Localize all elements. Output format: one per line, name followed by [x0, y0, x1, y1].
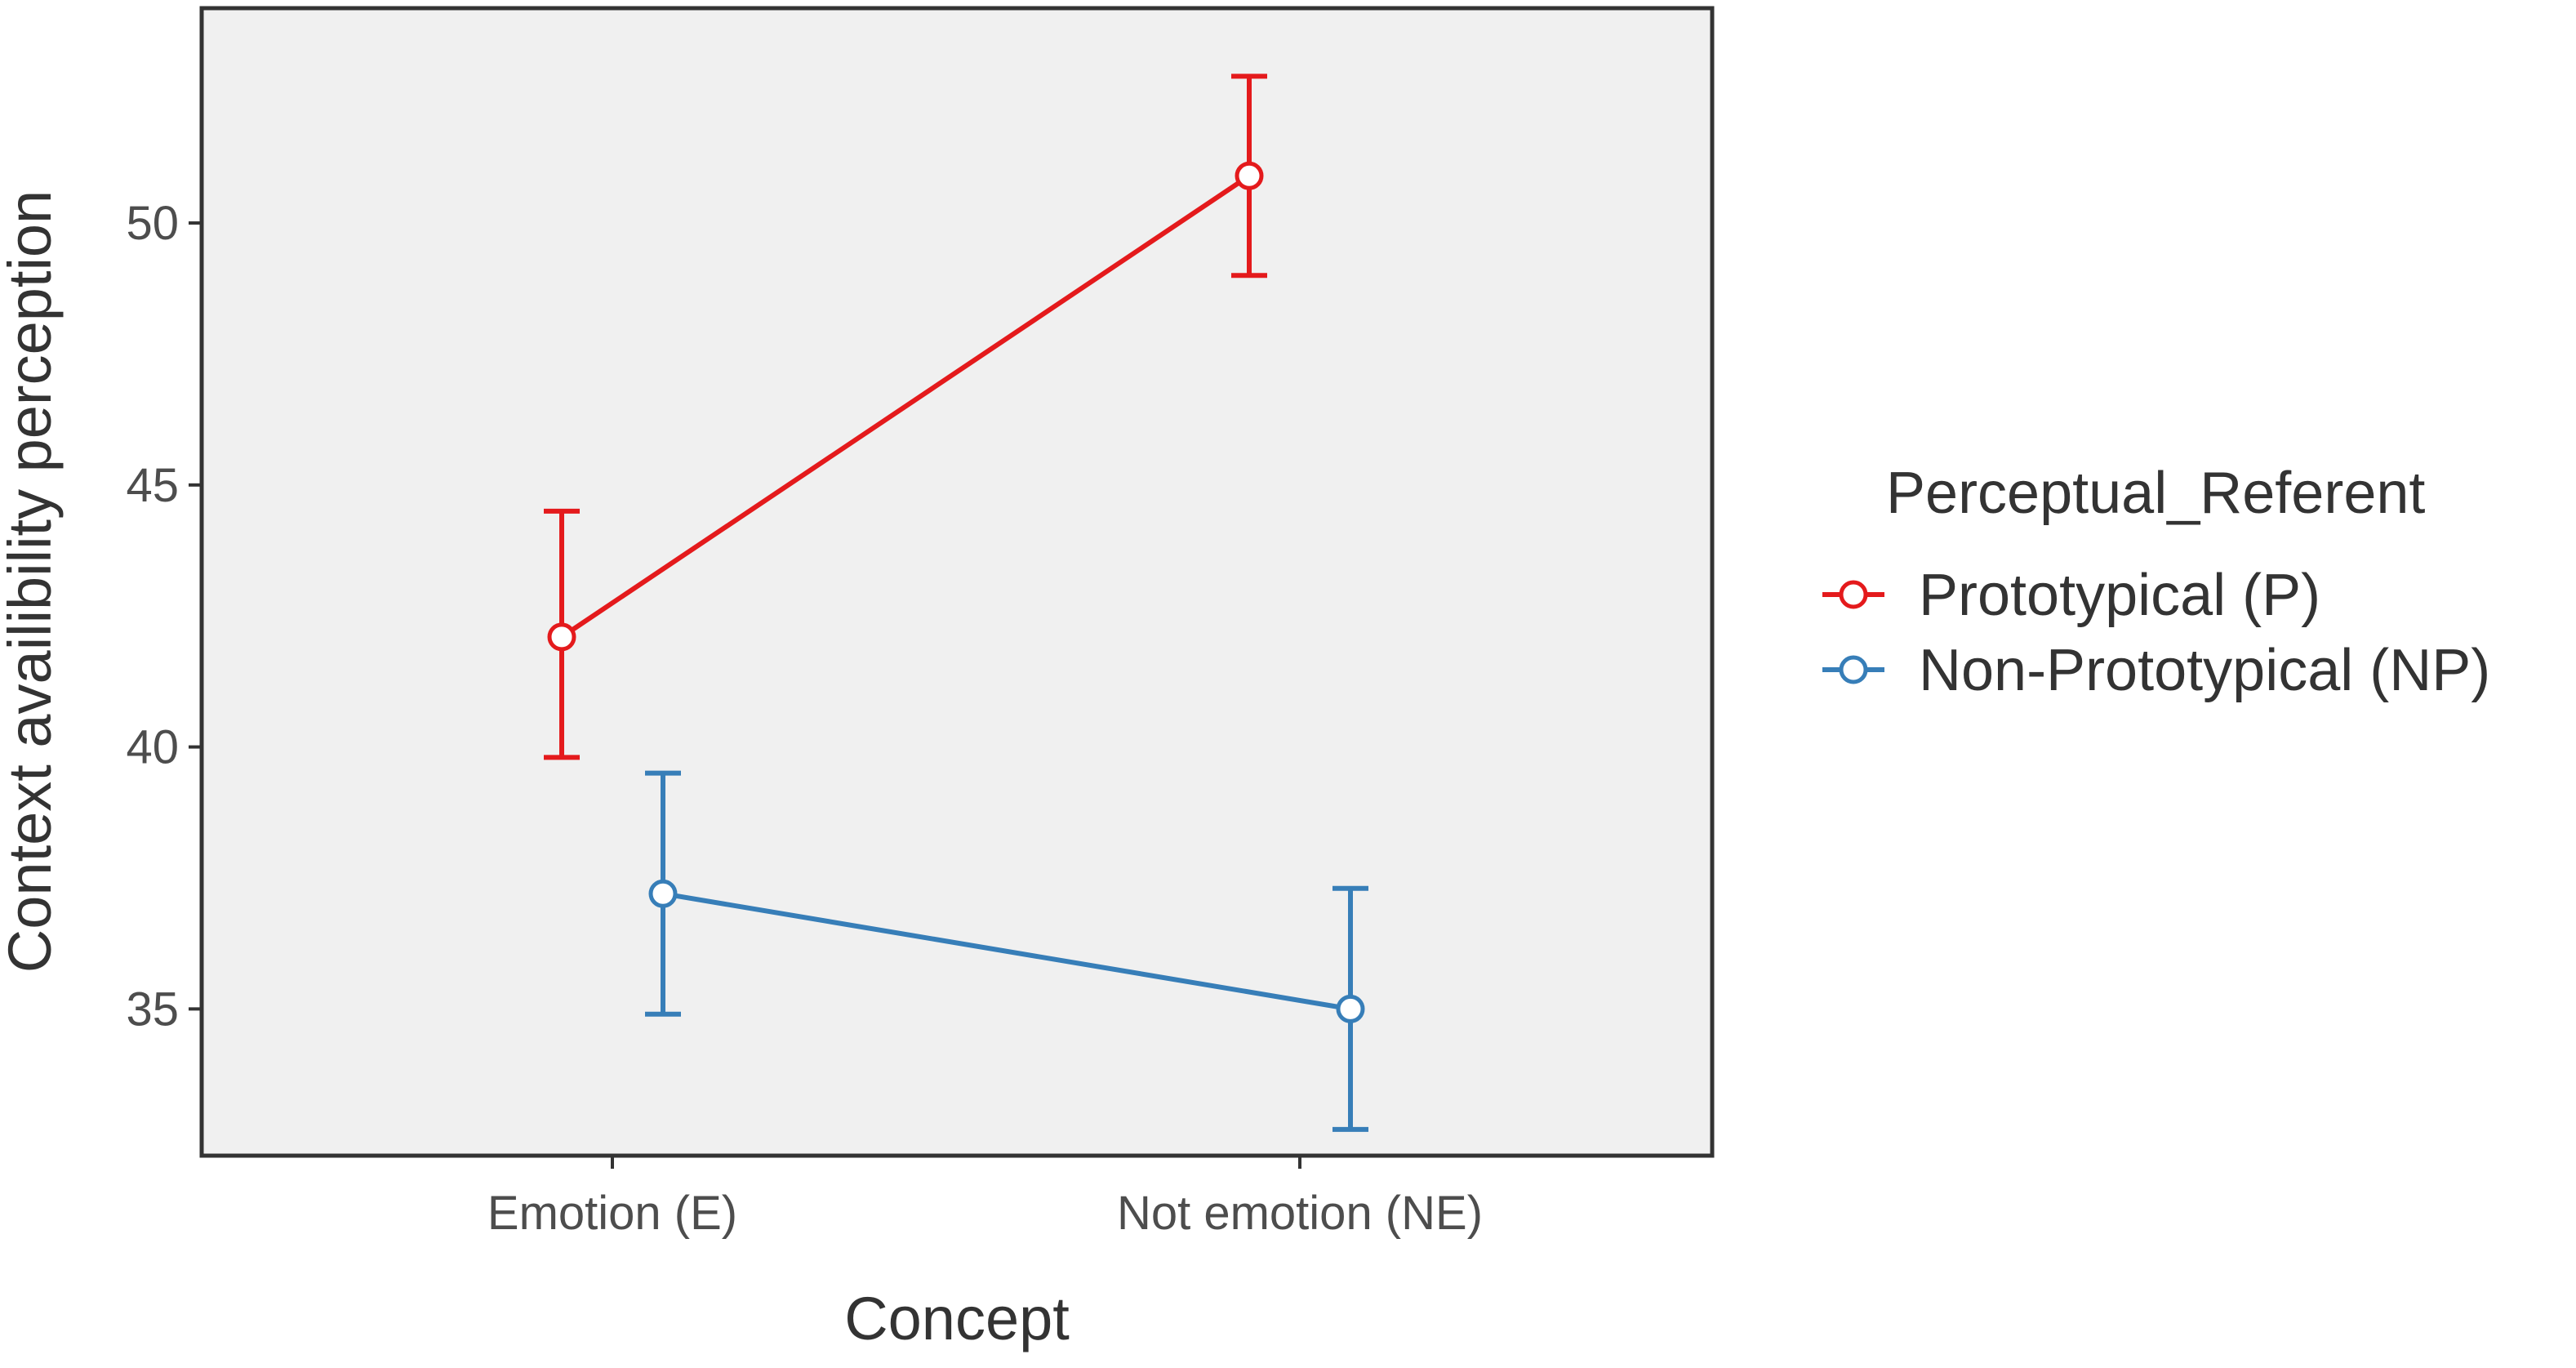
data-point	[648, 879, 678, 908]
legend-item: Prototypical (P)	[1822, 563, 2320, 628]
y-axis-title: Context availibility perception	[0, 190, 64, 973]
legend-title: Perceptual_Referent	[1886, 461, 2425, 526]
data-point	[1235, 161, 1264, 190]
plot-panel	[199, 6, 1715, 1158]
y-axis: 35 40 45 50	[126, 197, 202, 1036]
legend-item: Non-Prototypical (NP)	[1822, 638, 2490, 703]
series-line	[662, 891, 1351, 1012]
y-tick-label: 45	[126, 459, 179, 512]
x-tick-label: Emotion (E)	[487, 1187, 737, 1240]
legend-label: Non-Prototypical (NP)	[1919, 638, 2490, 703]
x-tick-label: Not emotion (NE)	[1117, 1187, 1483, 1240]
legend: Perceptual_Referent Prototypical (P) Non-…	[1822, 461, 2490, 703]
legend-items: Prototypical (P) Non-Prototypical (NP)	[1822, 563, 2490, 703]
y-tick-label: 35	[126, 983, 179, 1036]
legend-key-point	[1839, 655, 1868, 684]
x-axis: Emotion (E) Not emotion (NE)	[487, 1156, 1483, 1240]
legend-label: Prototypical (P)	[1919, 563, 2320, 628]
data-point	[547, 622, 576, 652]
series-2	[645, 770, 1368, 1132]
y-tick-label: 50	[126, 197, 179, 250]
series-1	[544, 74, 1267, 760]
legend-key-point	[1839, 580, 1868, 609]
y-tick-label: 40	[126, 721, 179, 774]
x-axis-title: Concept	[844, 1285, 1070, 1352]
data-point	[1336, 994, 1365, 1023]
series-line	[560, 173, 1251, 639]
chart-marks	[544, 74, 1368, 1132]
